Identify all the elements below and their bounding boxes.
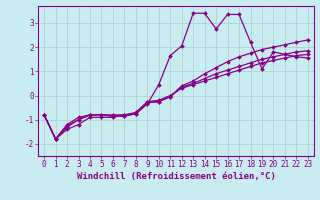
X-axis label: Windchill (Refroidissement éolien,°C): Windchill (Refroidissement éolien,°C) (76, 172, 276, 181)
